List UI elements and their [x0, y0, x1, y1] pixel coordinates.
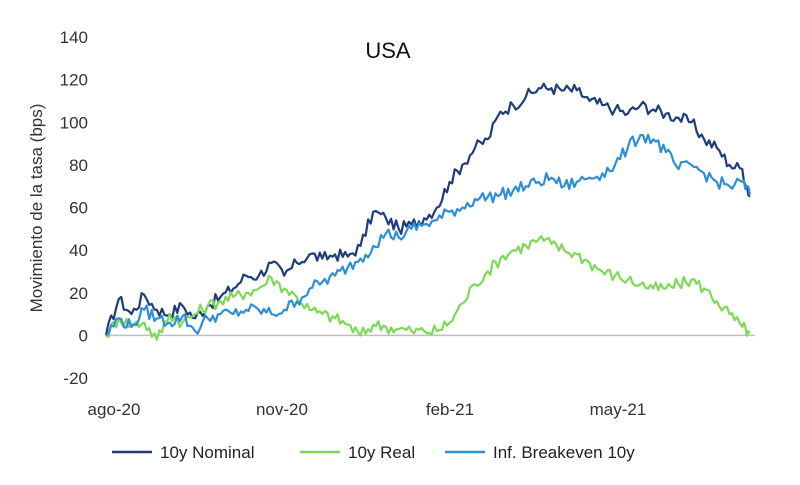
- y-tick-label: -20: [63, 369, 88, 388]
- x-tick-labels: ago-20 nov-20 feb-21 may-21: [88, 400, 647, 419]
- legend-label: 10y Real: [348, 443, 415, 462]
- series-line-1: [105, 235, 751, 341]
- y-axis-label: Movimiento de la tasa (bps): [27, 104, 46, 313]
- y-tick-label: 20: [69, 284, 88, 303]
- y-tick-label: 80: [69, 156, 88, 175]
- legend-label: 10y Nominal: [160, 443, 255, 462]
- legend: 10y Nominal 10y Real Inf. Breakeven 10y: [112, 443, 635, 462]
- x-tick-label: feb-21: [426, 400, 474, 419]
- legend-label: Inf. Breakeven 10y: [493, 443, 635, 462]
- chart-title: USA: [365, 38, 411, 63]
- x-tick-label: ago-20: [88, 400, 141, 419]
- series-lines: [104, 82, 751, 341]
- y-tick-labels: -20 0 20 40 60 80 100 120 140: [60, 28, 88, 388]
- series-line-0: [104, 82, 751, 336]
- y-tick-label: 0: [79, 326, 88, 345]
- y-tick-label: 60: [69, 199, 88, 218]
- series-line-2: [105, 133, 751, 337]
- y-tick-label: 100: [60, 113, 88, 132]
- x-tick-label: may-21: [590, 400, 647, 419]
- y-tick-label: 40: [69, 241, 88, 260]
- y-tick-label: 140: [60, 28, 88, 47]
- x-tick-label: nov-20: [256, 400, 308, 419]
- y-tick-label: 120: [60, 71, 88, 90]
